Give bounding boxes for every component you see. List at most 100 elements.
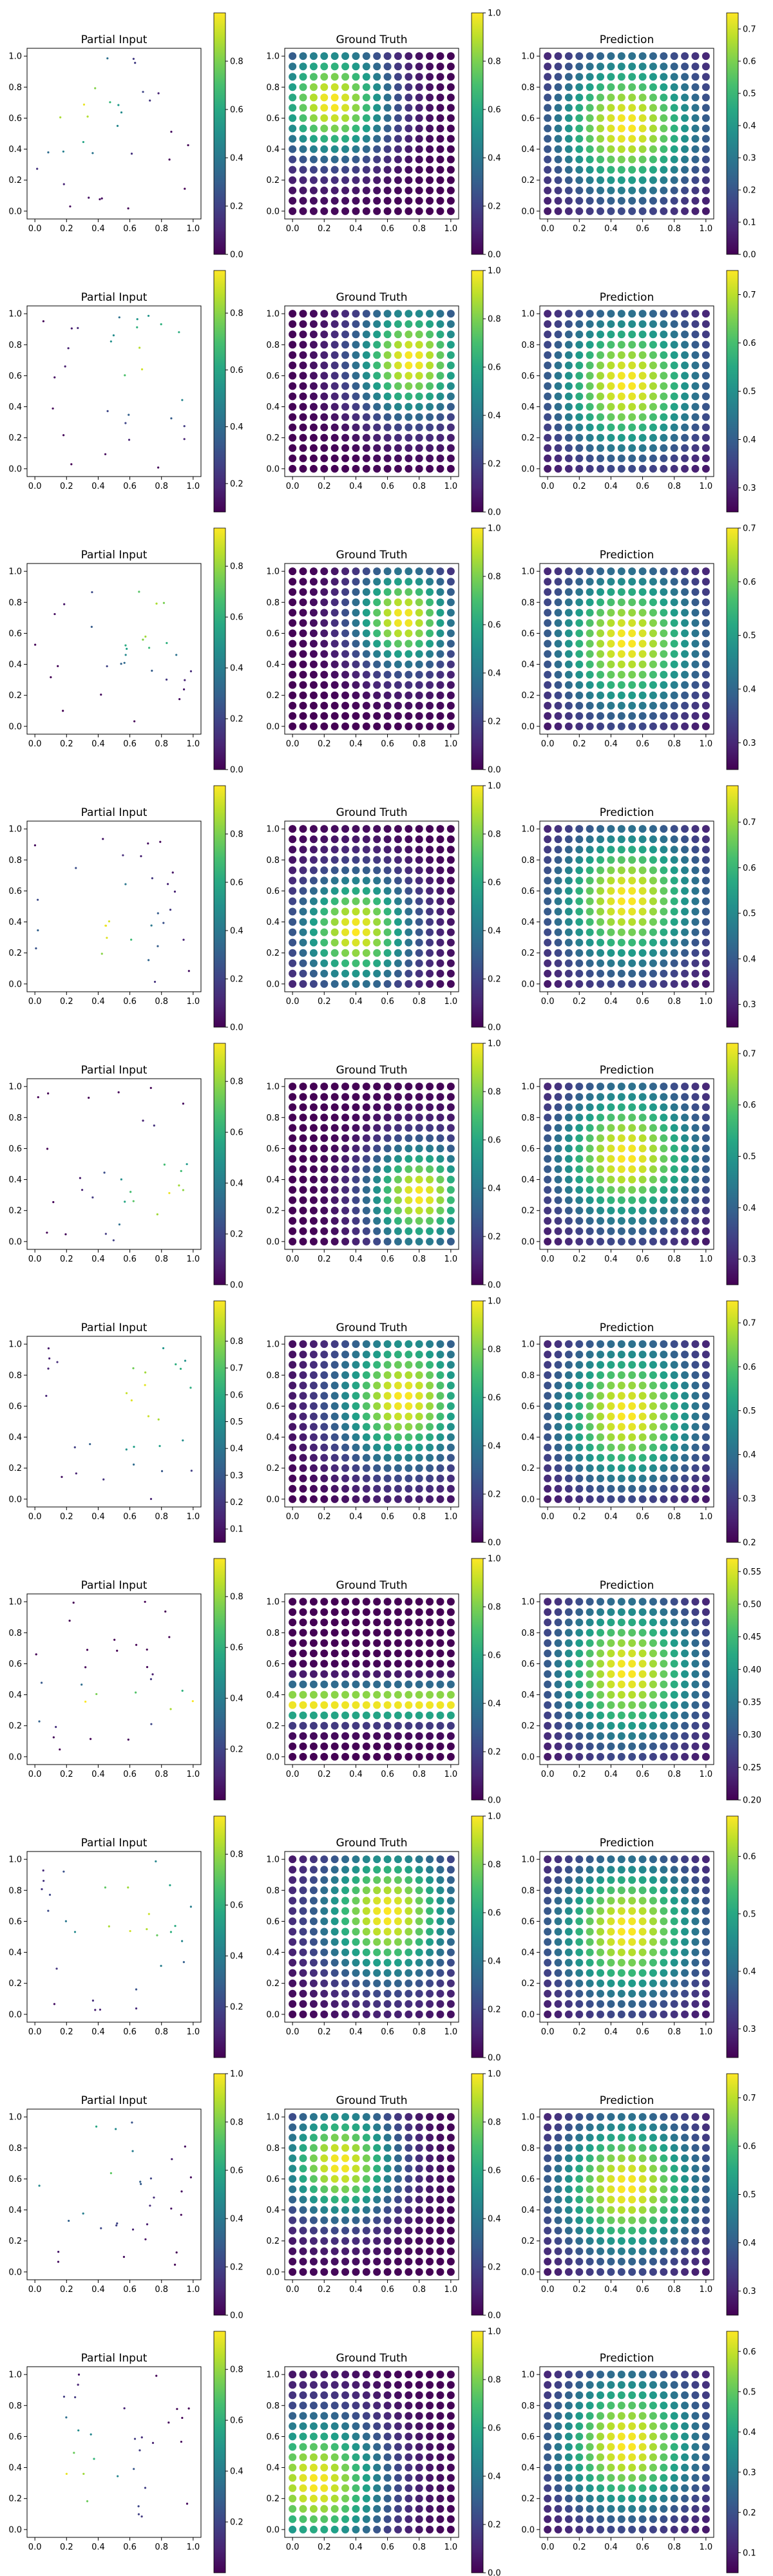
pred-point xyxy=(691,1186,700,1194)
pred-point xyxy=(544,1742,552,1750)
pred-point xyxy=(554,207,562,215)
gt-point xyxy=(320,1381,329,1390)
gt-point xyxy=(426,1113,434,1122)
gt-point xyxy=(373,124,381,133)
gt-point xyxy=(394,1237,402,1245)
y-tick-label: 0.2 xyxy=(521,1721,535,1731)
gt-point xyxy=(394,1083,402,1091)
gt-point xyxy=(352,166,360,174)
partial-point xyxy=(142,638,144,641)
gt-point xyxy=(446,1979,455,1987)
pred-point xyxy=(660,897,668,905)
gt-point xyxy=(383,1495,392,1503)
pred-point xyxy=(564,1639,573,1647)
pred-point xyxy=(554,722,562,730)
partial-point xyxy=(160,1470,164,1472)
pred-point xyxy=(691,1690,700,1699)
gt-point xyxy=(299,1701,307,1709)
gt-point xyxy=(362,1124,370,1132)
colorbar-tick-label: 0.5 xyxy=(743,90,756,99)
pred-point xyxy=(596,1361,605,1369)
colorbar-tick-label: 0.4 xyxy=(488,927,501,936)
gt-point xyxy=(320,114,329,122)
pred-point xyxy=(617,1381,625,1390)
gt-point xyxy=(309,1732,318,1740)
gt-point xyxy=(383,1206,392,1215)
gt-point xyxy=(373,186,381,194)
partial-point xyxy=(103,1171,106,1174)
gt-point xyxy=(426,1907,434,1915)
pred-point xyxy=(660,320,668,328)
gt-point xyxy=(352,1443,360,1452)
colorbar-tick-label: 0.0 xyxy=(488,251,501,260)
pred-point xyxy=(596,135,605,143)
pred-point xyxy=(628,1217,636,1225)
gt-point xyxy=(289,207,297,215)
pred-point xyxy=(649,176,657,184)
pred-point xyxy=(575,1629,584,1637)
pred-point xyxy=(628,980,636,988)
pred-point xyxy=(586,341,594,349)
gt-point xyxy=(362,1433,370,1441)
y-tick-label: 0.0 xyxy=(521,1752,535,1762)
gt-point xyxy=(309,351,318,359)
pred-point xyxy=(607,691,615,699)
pred-point xyxy=(575,1134,584,1142)
gt-point xyxy=(352,949,360,957)
colorbar-tick-label: 0.4 xyxy=(488,1442,501,1452)
partial-point xyxy=(142,1119,144,1122)
pred-point xyxy=(701,52,710,61)
pred-point xyxy=(554,196,562,205)
gt-point xyxy=(446,2010,455,2018)
gt-point xyxy=(330,1340,339,1349)
gt-point xyxy=(405,1742,413,1750)
gt-point xyxy=(341,1917,350,1926)
partial-point xyxy=(138,346,141,349)
gt-point xyxy=(383,2010,392,2018)
pred-point xyxy=(660,93,668,102)
gt-point xyxy=(330,1350,339,1359)
partial-point xyxy=(106,665,108,668)
partial-point xyxy=(181,1940,184,1942)
x-tick-label: 0.0 xyxy=(286,482,300,491)
pred-point xyxy=(596,681,605,689)
gt-point xyxy=(352,722,360,730)
pred-point xyxy=(681,907,689,916)
gt-point xyxy=(446,1381,455,1390)
pred-point xyxy=(681,372,689,380)
gt-point xyxy=(341,1423,350,1431)
gt-point xyxy=(446,423,455,431)
pred-point xyxy=(691,1732,700,1740)
pred-point xyxy=(660,846,668,854)
pred-point xyxy=(607,846,615,854)
gt-point xyxy=(299,980,307,988)
colorbar-tick-label: 0.0 xyxy=(488,1539,501,1548)
pred-point xyxy=(660,1670,668,1678)
pred-point xyxy=(701,639,710,648)
gt-point xyxy=(299,876,307,885)
x-tick-label: 0.4 xyxy=(349,1512,363,1522)
gt-point xyxy=(383,1175,392,1184)
pred-point xyxy=(564,1103,573,1112)
pred-point xyxy=(607,413,615,421)
gt-point xyxy=(394,1629,402,1637)
gt-point xyxy=(309,1443,318,1452)
gt-point xyxy=(299,887,307,895)
pred-point xyxy=(670,1618,678,1627)
gt-point xyxy=(405,1464,413,1472)
gt-point xyxy=(299,1217,307,1225)
pred-point xyxy=(681,361,689,370)
pred-point xyxy=(628,145,636,153)
gt-point xyxy=(415,907,423,916)
gt-point xyxy=(383,856,392,864)
gt-point xyxy=(415,825,423,833)
colorbar-tick-label: 0.0 xyxy=(230,251,243,260)
pred-point xyxy=(681,1721,689,1730)
gt-point xyxy=(373,372,381,380)
pred-point xyxy=(586,918,594,926)
gt-point xyxy=(330,1196,339,1204)
gt-point xyxy=(320,1629,329,1637)
pred-point xyxy=(596,155,605,164)
gt-point xyxy=(426,1690,434,1699)
pred-point xyxy=(701,166,710,174)
